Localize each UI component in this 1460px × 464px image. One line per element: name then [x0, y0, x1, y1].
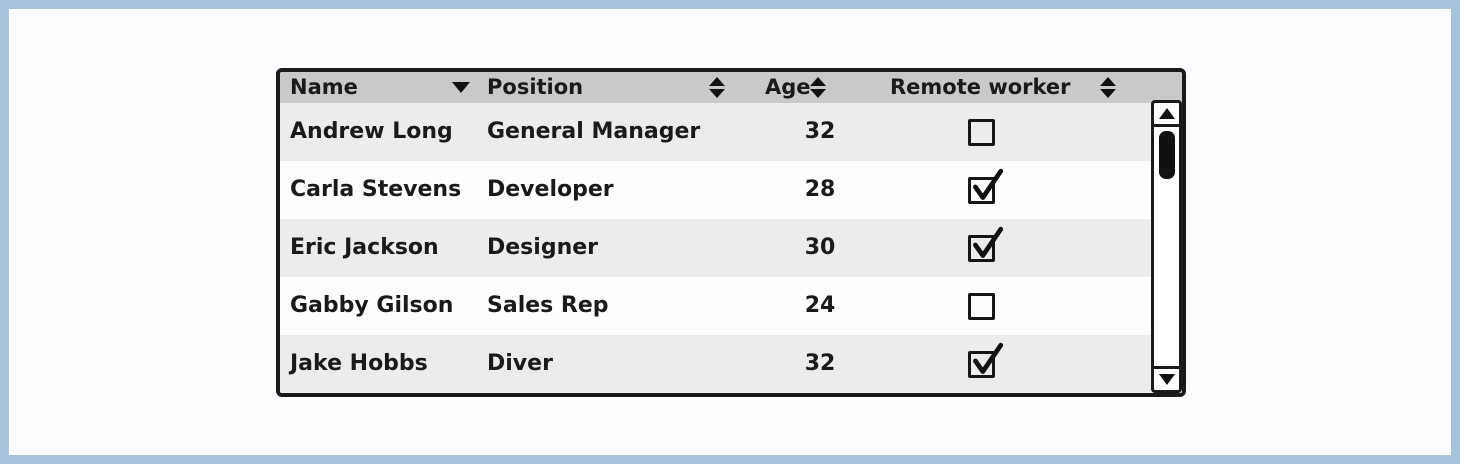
up-triangle-icon: [1158, 108, 1175, 119]
remote-worker-checkbox[interactable]: [968, 168, 1004, 204]
column-header-name[interactable]: Name: [290, 72, 358, 103]
cell-age: 32: [804, 119, 836, 144]
column-header-position[interactable]: Position: [487, 72, 583, 103]
table-row[interactable]: Andrew Long General Manager 32: [280, 103, 1182, 161]
table-body: Andrew Long General Manager 32 Carla Ste…: [280, 103, 1182, 393]
scrollbar-track[interactable]: [1154, 127, 1179, 366]
cell-age: 24: [804, 293, 836, 318]
cell-position: Diver: [487, 351, 553, 376]
column-header-age[interactable]: Age: [765, 72, 811, 103]
sort-desc-icon[interactable]: [452, 72, 470, 103]
cell-name: Gabby Gilson: [290, 293, 454, 318]
table-row[interactable]: Jake Hobbs Diver 32: [280, 335, 1182, 393]
remote-worker-checkbox[interactable]: [968, 119, 995, 146]
column-header-age-label: Age: [765, 75, 811, 99]
down-triangle-icon: [1158, 374, 1175, 385]
cell-position: Developer: [487, 177, 614, 202]
cell-name: Carla Stevens: [290, 177, 462, 202]
table-row[interactable]: Gabby Gilson Sales Rep 24: [280, 277, 1182, 335]
cell-name: Eric Jackson: [290, 235, 439, 260]
cell-position: Sales Rep: [487, 293, 609, 318]
scrollbar-thumb[interactable]: [1158, 131, 1175, 179]
sort-both-icon[interactable]: [1100, 72, 1116, 103]
cell-age: 28: [804, 177, 836, 202]
scroll-down-button[interactable]: [1154, 366, 1179, 390]
cell-age: 32: [804, 351, 836, 376]
sort-both-icon[interactable]: [810, 72, 826, 103]
column-header-position-label: Position: [487, 75, 584, 99]
cell-position: General Manager: [487, 119, 701, 144]
remote-worker-checkbox[interactable]: [968, 226, 1004, 262]
table-row[interactable]: Eric Jackson Designer 30: [280, 219, 1182, 277]
cell-name: Andrew Long: [290, 119, 453, 144]
cell-name: Jake Hobbs: [290, 351, 428, 376]
sort-both-icon[interactable]: [709, 72, 725, 103]
scroll-up-button[interactable]: [1154, 103, 1179, 127]
cell-age: 30: [804, 235, 836, 260]
remote-worker-checkbox[interactable]: [968, 342, 1004, 378]
table-header: Name Position Age Remote worker: [280, 72, 1182, 103]
column-header-remote-worker-label: Remote worker: [890, 75, 1071, 99]
column-header-name-label: Name: [290, 75, 358, 99]
vertical-scrollbar: [1151, 100, 1182, 393]
data-table: Name Position Age Remote worker Andrew L…: [276, 68, 1186, 397]
table-row[interactable]: Carla Stevens Developer 28: [280, 161, 1182, 219]
column-header-remote-worker[interactable]: Remote worker: [890, 72, 1071, 103]
remote-worker-checkbox[interactable]: [968, 293, 995, 320]
cell-position: Designer: [487, 235, 598, 260]
